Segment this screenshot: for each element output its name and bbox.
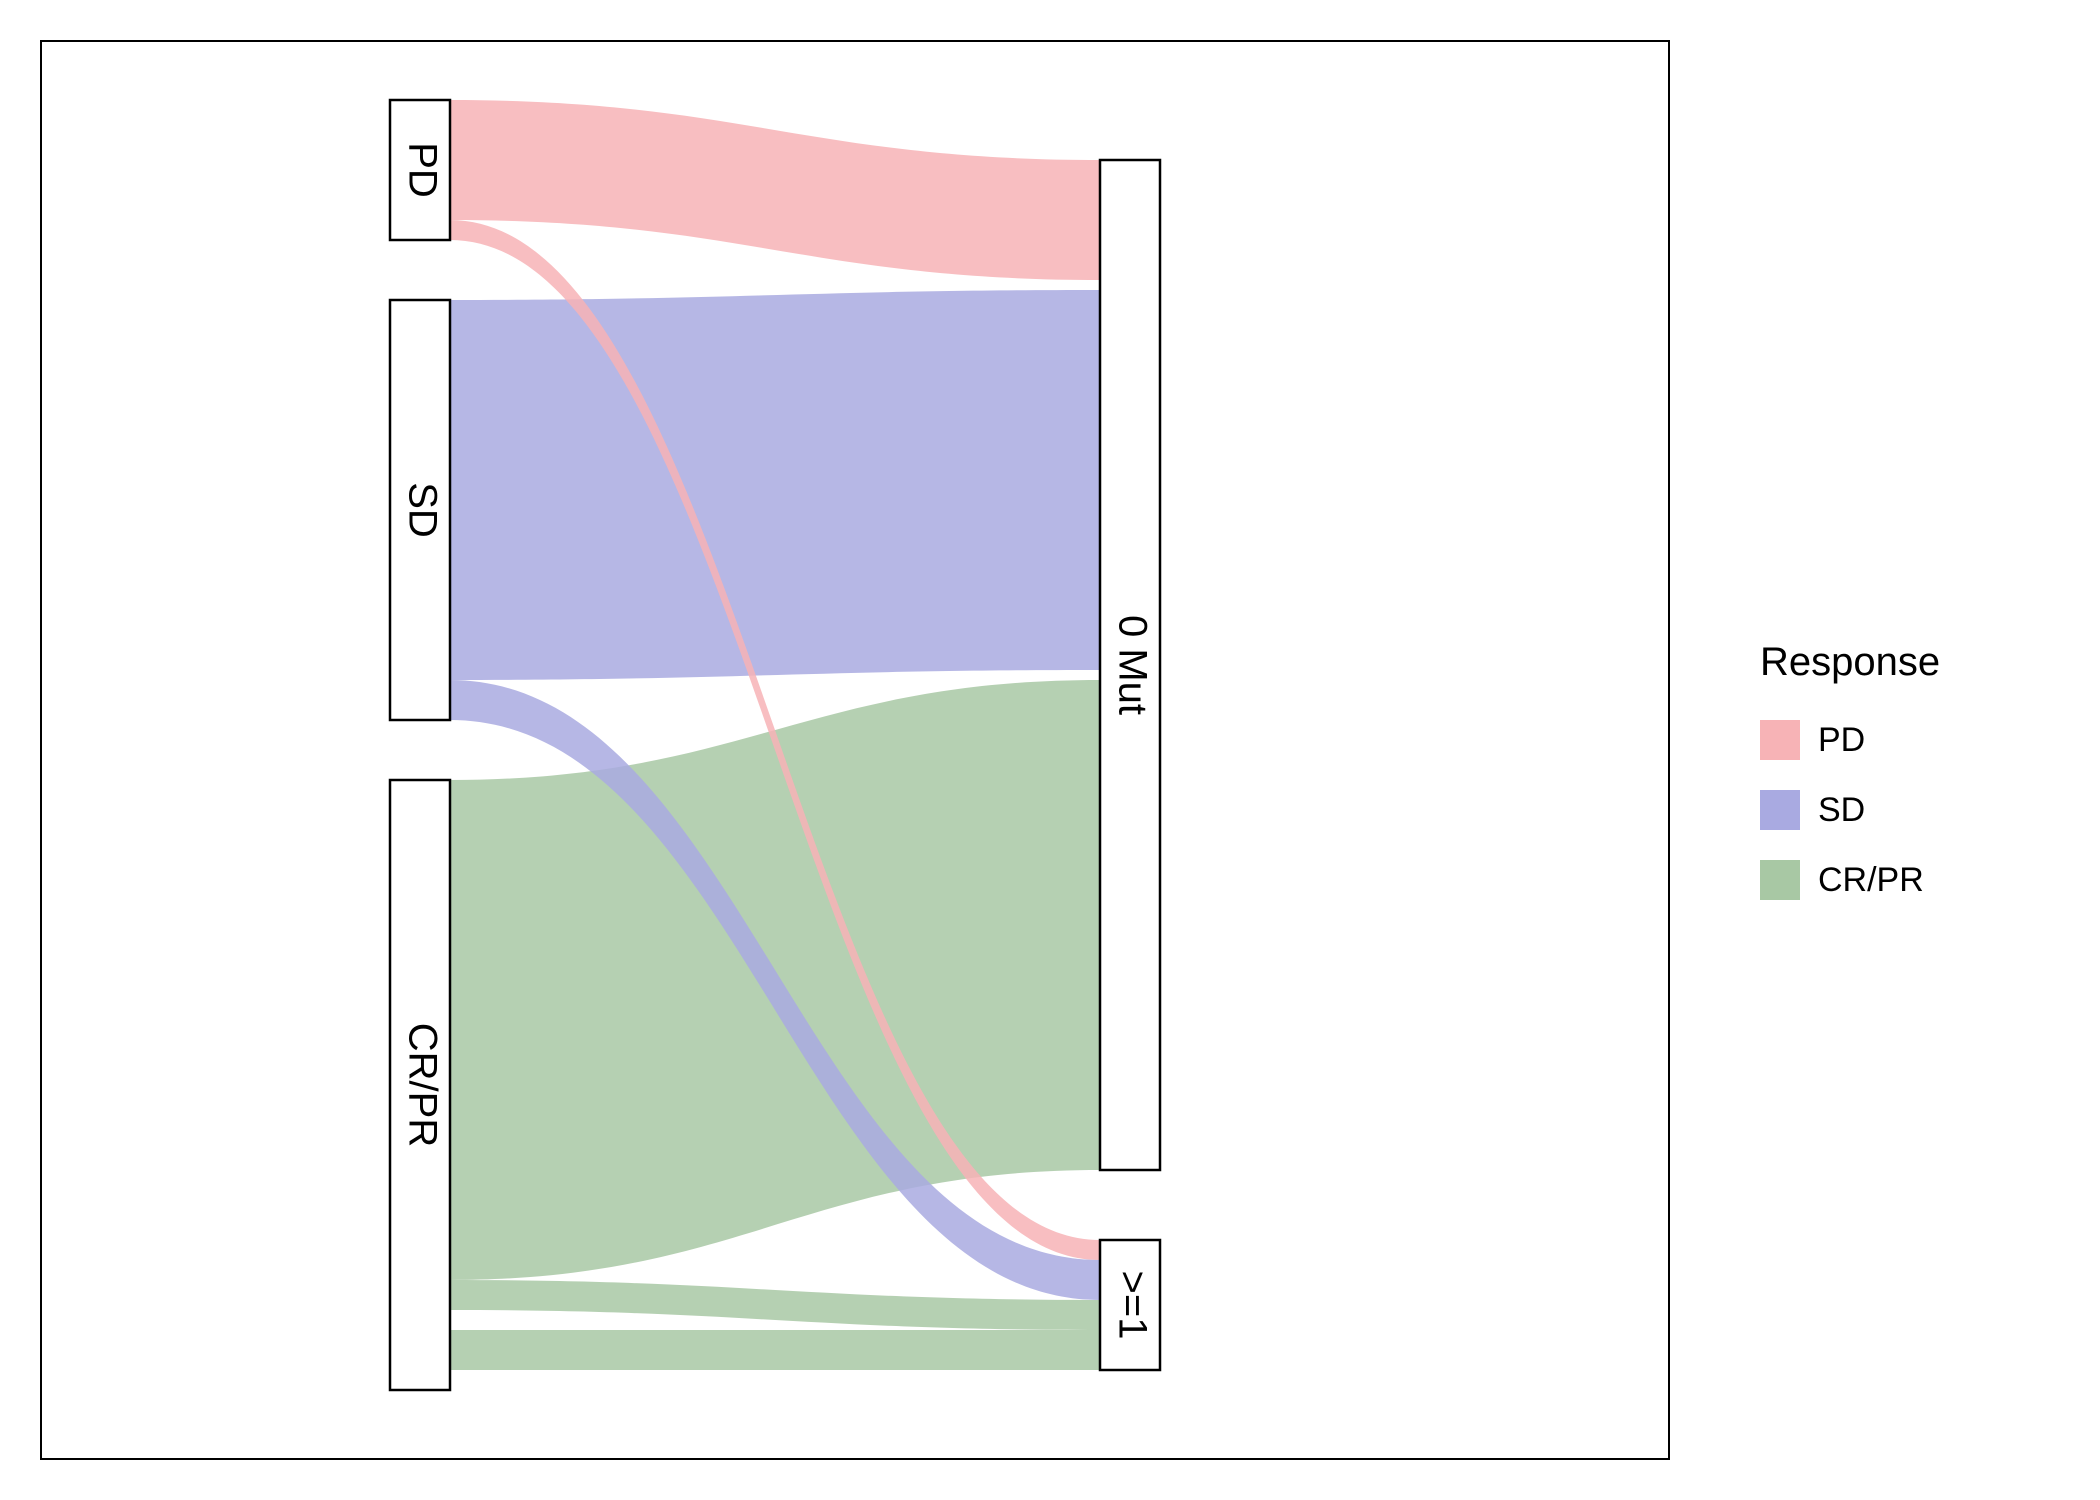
legend-swatch-0: [1760, 720, 1800, 760]
flow-PD-to-mut0: [450, 100, 1100, 280]
node-label-ge1: >=1: [1110, 1271, 1154, 1340]
flow-CRPR-to-ge1: [450, 1280, 1100, 1330]
node-label-PD: PD: [400, 142, 444, 198]
legend-label-0: PD: [1818, 721, 1865, 760]
node-label-mut0: 0 Mut: [1110, 615, 1154, 715]
legend-item-2: CR/PR: [1760, 860, 1924, 900]
legend-item-0: PD: [1760, 720, 1865, 760]
flow-CRPR-to-ge1: [450, 1330, 1100, 1370]
legend-swatch-1: [1760, 790, 1800, 830]
legend-title: Response: [1760, 640, 1940, 685]
legend-swatch-2: [1760, 860, 1800, 900]
legend-label-1: SD: [1818, 791, 1865, 830]
node-label-CRPR: CR/PR: [400, 1023, 444, 1147]
flow-SD-to-mut0: [450, 290, 1100, 680]
legend-label-2: CR/PR: [1818, 861, 1924, 900]
node-label-SD: SD: [400, 482, 444, 538]
legend-item-1: SD: [1760, 790, 1865, 830]
flows-group: [450, 100, 1100, 1370]
